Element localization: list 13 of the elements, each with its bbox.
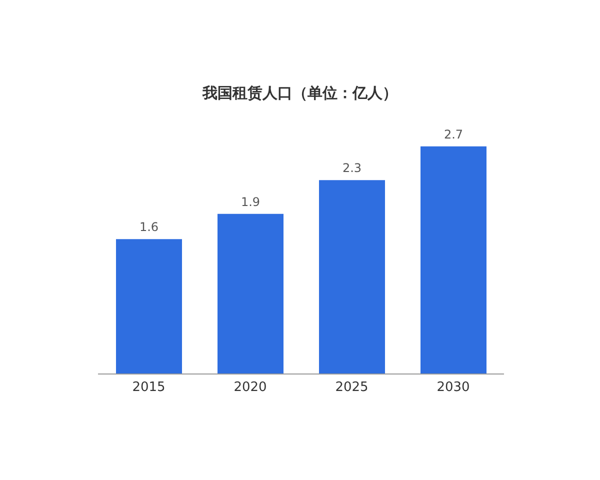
bar bbox=[420, 146, 486, 374]
data-label: 2.7 bbox=[444, 127, 464, 142]
data-label: 2.3 bbox=[342, 161, 362, 176]
x-tick-label: 2025 bbox=[335, 380, 368, 396]
bar bbox=[116, 239, 182, 374]
x-tick-label: 2030 bbox=[436, 380, 470, 396]
x-tick-label: 2020 bbox=[234, 380, 267, 396]
data-label: 1.6 bbox=[139, 220, 159, 234]
bar bbox=[218, 214, 284, 374]
bar bbox=[319, 180, 385, 374]
x-tick-label: 2015 bbox=[132, 380, 166, 396]
chart-title: 我国租赁人口（单位：亿人） bbox=[201, 83, 398, 104]
data-label: 1.9 bbox=[240, 194, 260, 209]
